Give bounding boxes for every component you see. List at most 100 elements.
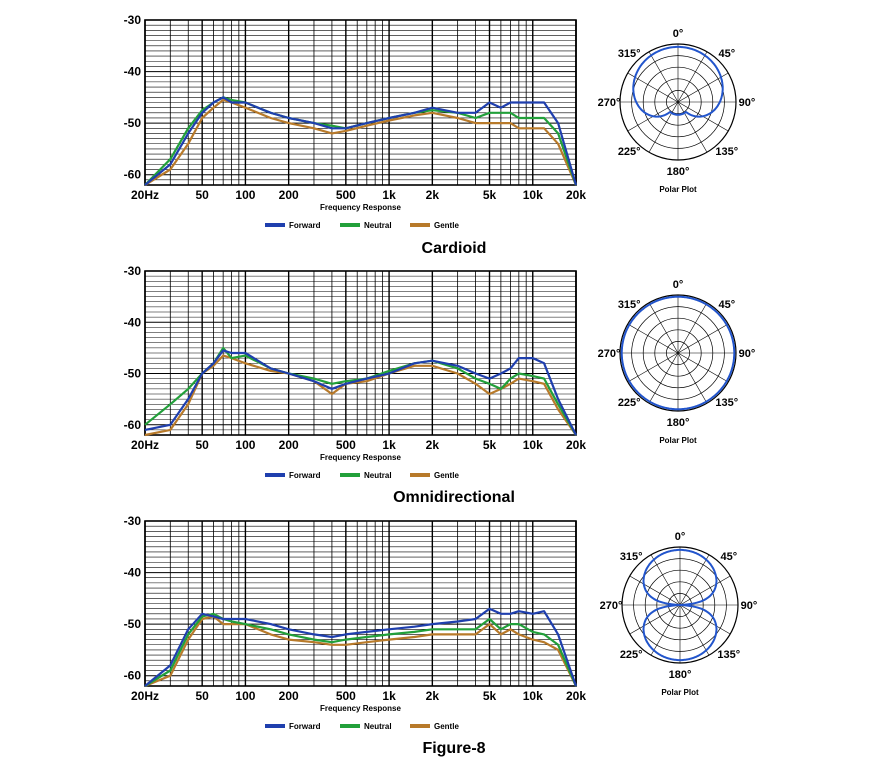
plot-frame <box>144 19 577 186</box>
polar-spoke <box>648 101 679 153</box>
legend-swatch-gentle <box>410 223 430 227</box>
y-tick-label: -60 <box>124 669 142 683</box>
x-tick-label: 500 <box>336 689 356 703</box>
chart-panel-1: -30 -40 -50 -60 20Hz 50 100 200 500 1k 2k 5k 10k 20k F… <box>124 13 756 257</box>
x-tick-label: 20k <box>566 689 586 703</box>
polar-spoke <box>648 352 679 404</box>
x-axis-label: Frequency Response <box>320 704 401 713</box>
x-tick-label: 500 <box>336 188 356 202</box>
polar-angle-label: 270° <box>600 600 623 612</box>
polar-spoke <box>648 51 679 103</box>
legend-swatch-neutral <box>340 223 360 227</box>
polar-spoke <box>629 604 681 635</box>
polar-spoke <box>629 575 681 606</box>
polar-spoke <box>679 575 731 606</box>
legend-swatch-forward <box>265 223 285 227</box>
series-line-gentle <box>144 354 577 437</box>
y-tick-label: -30 <box>124 13 142 27</box>
legend-label: Gentle <box>434 221 459 230</box>
polar-angle-label: 135° <box>715 397 738 409</box>
polar-spoke <box>677 101 708 153</box>
polar-spoke <box>650 604 681 656</box>
legend-label: Forward <box>289 221 321 230</box>
x-tick-label: 2k <box>426 188 440 202</box>
x-tick-label: 1k <box>382 188 396 202</box>
legend-label: Forward <box>289 722 321 731</box>
x-tick-label: 1k <box>382 438 396 452</box>
polar-spoke <box>677 323 729 354</box>
x-tick-label: 100 <box>235 438 255 452</box>
x-tick-label: 20Hz <box>131 188 159 202</box>
polar-angle-label: 270° <box>598 97 621 109</box>
legend-label: Neutral <box>364 471 392 480</box>
x-tick-label: 10k <box>523 689 543 703</box>
x-tick-label: 50 <box>195 188 209 202</box>
polar-spoke <box>679 554 710 606</box>
polar-angle-label: 0° <box>673 279 684 291</box>
legend-swatch-forward <box>265 473 285 477</box>
polar-angle-label: 225° <box>618 397 641 409</box>
x-tick-label: 100 <box>235 689 255 703</box>
x-tick-label: 500 <box>336 438 356 452</box>
polar-angle-label: 225° <box>618 146 641 158</box>
polar-angle-label: 45° <box>718 299 735 311</box>
polar-pattern-curve <box>620 295 736 411</box>
y-tick-label: -30 <box>124 514 142 528</box>
polar-spoke <box>627 352 679 383</box>
legend-swatch-neutral <box>340 724 360 728</box>
polar-spoke <box>627 72 679 103</box>
series-line-forward <box>144 96 578 186</box>
polar-angle-label: 90° <box>739 97 756 109</box>
legend-label: Neutral <box>364 722 392 731</box>
series-line-neutral <box>144 346 577 436</box>
polar-spoke <box>648 302 679 354</box>
polar-plot: 0° 45° 90° 135° 180° 225° 270° 315° Polar Plot <box>598 28 756 194</box>
polar-spoke <box>677 302 708 354</box>
legend-label: Forward <box>289 471 321 480</box>
polar-spoke <box>677 51 708 103</box>
x-tick-label: 100 <box>235 188 255 202</box>
polar-angle-label: 180° <box>667 417 690 429</box>
legend-label: Gentle <box>434 471 459 480</box>
polar-plot: 0° 45° 90° 135° 180° 225° 270° 315° Polar Plot <box>598 279 756 445</box>
legend-swatch-gentle <box>410 473 430 477</box>
series-line-gentle <box>144 98 578 186</box>
series-line-gentle <box>144 615 577 688</box>
plot-frame <box>144 270 577 436</box>
polar-angle-label: 270° <box>598 348 621 360</box>
y-tick-label: -60 <box>124 418 142 432</box>
polar-spoke <box>627 323 679 354</box>
chart-caption: Figure-8 <box>422 740 485 757</box>
series-line-forward <box>144 607 578 687</box>
polar-plot-title: Polar Plot <box>661 688 699 697</box>
series-line-forward <box>144 349 577 436</box>
x-tick-label: 2k <box>426 689 440 703</box>
series-line-neutral <box>144 612 578 687</box>
x-tick-label: 1k <box>382 689 396 703</box>
polar-angle-label: 45° <box>718 48 735 60</box>
polar-plot-title: Polar Plot <box>659 436 697 445</box>
x-tick-label: 20k <box>566 438 586 452</box>
legend-swatch-neutral <box>340 473 360 477</box>
polar-angle-label: 135° <box>717 649 740 661</box>
x-axis-label: Frequency Response <box>320 203 401 212</box>
y-tick-label: -40 <box>124 65 142 79</box>
y-tick-label: -50 <box>124 116 142 130</box>
x-tick-label: 200 <box>279 438 299 452</box>
chart-caption: Omnidirectional <box>393 489 515 506</box>
polar-angle-label: 90° <box>739 348 756 360</box>
chart-caption: Cardioid <box>422 240 487 257</box>
polar-spoke <box>679 604 710 656</box>
x-tick-label: 10k <box>523 188 543 202</box>
x-tick-label: 20Hz <box>131 689 159 703</box>
polar-angle-label: 0° <box>675 531 686 543</box>
y-tick-label: -50 <box>124 367 142 381</box>
polar-angle-label: 180° <box>667 166 690 178</box>
polar-pattern-curve <box>632 45 724 118</box>
polar-angle-label: 315° <box>618 48 641 60</box>
polar-spoke <box>679 604 731 635</box>
polar-angle-label: 315° <box>620 551 643 563</box>
polar-pattern-curve <box>642 548 718 662</box>
chart-panel-3: -30 -40 -50 -60 20Hz 50 100 200 500 1k 2k 5k 10k 20k F… <box>124 514 758 757</box>
